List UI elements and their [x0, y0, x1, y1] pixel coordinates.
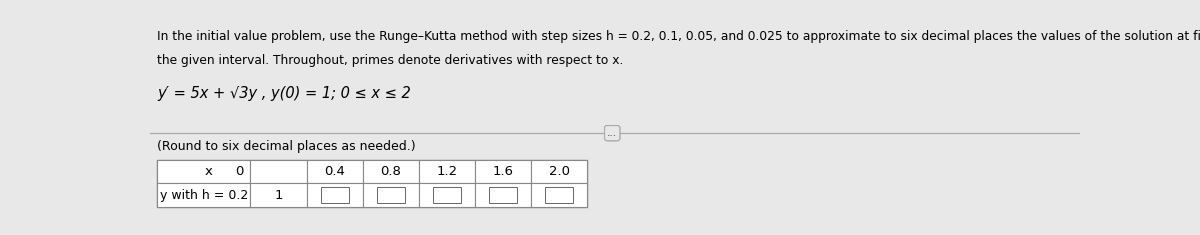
Bar	[419, 183, 475, 207]
Text: ...: ...	[607, 128, 617, 138]
Bar	[362, 160, 419, 183]
Bar	[433, 187, 461, 203]
Bar	[306, 183, 362, 207]
Bar	[419, 160, 475, 183]
Bar	[530, 183, 587, 207]
Text: 2.0: 2.0	[548, 165, 570, 178]
Text: In the initial value problem, use the Runge–Kutta method with step sizes h = 0.2: In the initial value problem, use the Ru…	[157, 30, 1200, 43]
Text: 0.4: 0.4	[324, 165, 346, 178]
Bar	[475, 160, 530, 183]
Text: 1.6: 1.6	[492, 165, 514, 178]
Bar	[475, 183, 530, 207]
Bar	[157, 160, 251, 183]
Text: (Round to six decimal places as needed.): (Round to six decimal places as needed.)	[157, 140, 416, 153]
Text: ...: ...	[607, 128, 617, 138]
Text: y′ = 5x + √3y , y(0) = 1; 0 ≤ x ≤ 2: y′ = 5x + √3y , y(0) = 1; 0 ≤ x ≤ 2	[157, 86, 412, 101]
Bar	[320, 187, 349, 203]
Text: y with h = 0.2: y with h = 0.2	[160, 189, 248, 202]
Bar	[362, 183, 419, 207]
Text: x: x	[205, 165, 212, 178]
Bar	[157, 160, 587, 207]
Bar	[251, 183, 306, 207]
Bar	[530, 160, 587, 183]
Bar	[157, 183, 251, 207]
Text: the given interval. Throughout, primes denote derivatives with respect to x.: the given interval. Throughout, primes d…	[157, 54, 624, 67]
Text: 0: 0	[235, 165, 244, 178]
Bar	[251, 160, 306, 183]
Bar	[306, 160, 362, 183]
Text: 0.8: 0.8	[380, 165, 401, 178]
Text: 1: 1	[275, 189, 283, 202]
Bar	[488, 187, 517, 203]
Text: 1.2: 1.2	[437, 165, 457, 178]
Bar	[377, 187, 404, 203]
Bar	[545, 187, 574, 203]
